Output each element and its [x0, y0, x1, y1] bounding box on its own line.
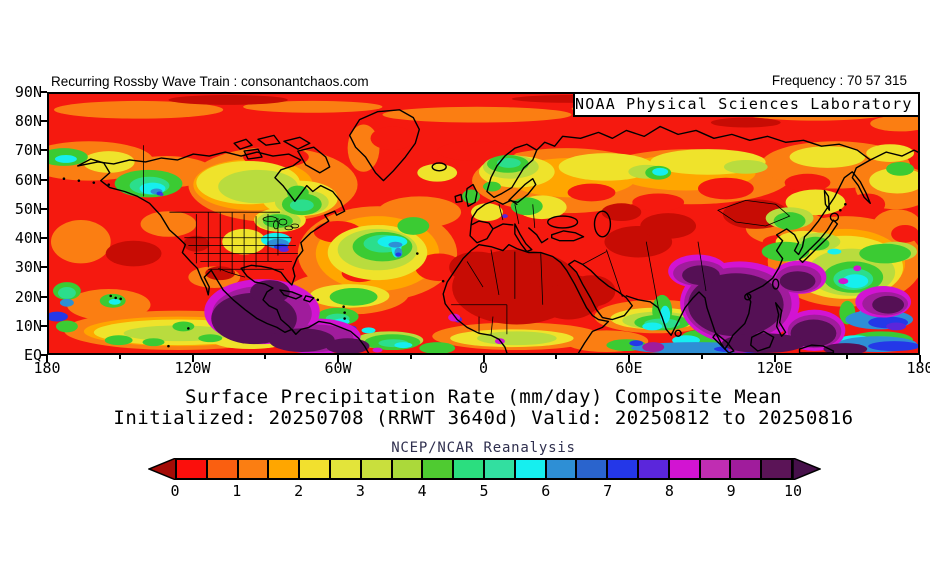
x-axis-tick	[773, 355, 776, 362]
plot-subtitle: Initialized: 20250708 (RRWT 3640d) Valid…	[113, 407, 854, 429]
x-axis-tick	[482, 355, 485, 362]
colorbar-tick-label: 2	[294, 482, 304, 500]
y-axis-label: 30N	[14, 258, 42, 277]
noaa-psl-label-box: NOAA Physical Sciences Laboratory	[573, 92, 920, 117]
plot-title: Surface Precipitation Rate (mm/day) Comp…	[185, 386, 782, 408]
colorbar-cell	[577, 460, 609, 478]
colorbar-cell	[608, 460, 639, 478]
colorbar-cell	[454, 460, 485, 478]
y-axis-tick	[40, 237, 47, 240]
map-svg	[49, 94, 918, 353]
y-axis-tick	[40, 120, 47, 123]
colorbar-tick-label: 1	[232, 482, 242, 500]
x-axis-tick	[628, 355, 630, 362]
colorbar-tick-label: 7	[603, 482, 613, 500]
colorbar-cell	[638, 460, 670, 478]
colorbar-cell	[207, 460, 239, 478]
colorbar-tick-label: 9	[726, 482, 736, 500]
colorbar-cell	[700, 460, 732, 478]
colorbar-cell	[669, 460, 701, 478]
colorbar-cell	[300, 460, 331, 478]
colorbar-cell	[423, 460, 455, 478]
colorbar-tick-label: 0	[170, 482, 180, 500]
x-axis-label: 120W	[174, 359, 211, 377]
coastlines	[77, 109, 918, 353]
x-axis-label: 180	[33, 359, 61, 377]
colorbar-above-max-arrow	[793, 458, 821, 480]
x-axis-label: 60E	[615, 359, 643, 377]
y-axis-tick	[40, 353, 47, 356]
colorbar-tick-label: 4	[417, 482, 427, 500]
y-axis-label: 20N	[14, 287, 42, 306]
x-axis-tick	[337, 355, 339, 362]
colorbar-tick-label: 6	[541, 482, 551, 500]
header-frequency: Frequency : 70 57 315	[771, 73, 907, 88]
colorbar-below-min-arrow	[148, 458, 176, 480]
y-axis-label: 10N	[14, 316, 42, 335]
x-axis-minor-tick	[555, 355, 558, 359]
colorbar-tick-label: 10	[783, 482, 803, 500]
x-axis-tick	[46, 355, 48, 362]
colorbar-cell	[731, 460, 763, 478]
colorbar-cell	[546, 460, 578, 478]
x-axis-minor-tick	[700, 355, 703, 359]
colorbar: 0 1 2 3 4 5 6 7 8 9 10	[148, 458, 821, 500]
precip-field	[49, 94, 918, 353]
colorbar-cell	[392, 460, 424, 478]
x-axis-minor-tick	[264, 355, 267, 359]
colorbar-tick-label: 5	[479, 482, 489, 500]
header-attribution: Recurring Rossby Wave Train : consonantc…	[51, 74, 369, 89]
colorbar-cell	[238, 460, 270, 478]
y-axis-tick	[40, 295, 47, 298]
y-axis-tick	[40, 324, 47, 327]
x-axis-tick	[191, 355, 194, 362]
y-axis-tick	[40, 178, 47, 181]
colorbar-tick-label: 8	[664, 482, 674, 500]
y-axis-tick	[40, 149, 47, 152]
colorbar-cell	[762, 460, 791, 478]
colorbar-cell	[361, 460, 393, 478]
y-axis-label: 50N	[14, 199, 42, 218]
y-axis-label: 40N	[14, 229, 42, 248]
country-borders	[143, 145, 791, 336]
y-axis-label: 90N	[14, 83, 42, 101]
y-axis-tick	[40, 266, 47, 269]
colorbar-cell	[177, 460, 208, 478]
y-axis-label: 70N	[14, 141, 42, 160]
x-axis-minor-tick	[409, 355, 412, 359]
colorbar-cell	[269, 460, 301, 478]
x-axis-minor-tick	[118, 355, 121, 359]
y-axis-tick	[40, 91, 47, 93]
x-axis-label: 180	[906, 359, 930, 377]
x-axis-label: 60W	[324, 359, 352, 377]
y-axis-label: 80N	[14, 112, 42, 131]
world-precip-map	[47, 92, 920, 355]
colorbar-cell	[330, 460, 362, 478]
x-axis-label: 120E	[756, 359, 793, 377]
islands-dots	[62, 177, 847, 348]
x-axis-label: 0	[478, 359, 489, 377]
y-axis-tick	[40, 207, 47, 210]
x-axis-tick	[919, 355, 921, 362]
dataset-label: NCEP/NCAR Reanalysis	[391, 440, 576, 456]
colorbar-tick-label: 3	[355, 482, 365, 500]
colorbar-cell	[515, 460, 547, 478]
y-axis-label: EQ	[23, 345, 42, 364]
x-axis-minor-tick	[846, 355, 849, 359]
colorbar-cell	[484, 460, 516, 478]
y-axis-label: 60N	[14, 170, 42, 189]
colorbar-cells	[175, 458, 793, 480]
